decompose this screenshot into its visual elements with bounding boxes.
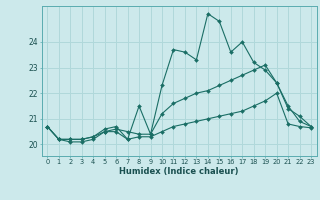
X-axis label: Humidex (Indice chaleur): Humidex (Indice chaleur) (119, 167, 239, 176)
